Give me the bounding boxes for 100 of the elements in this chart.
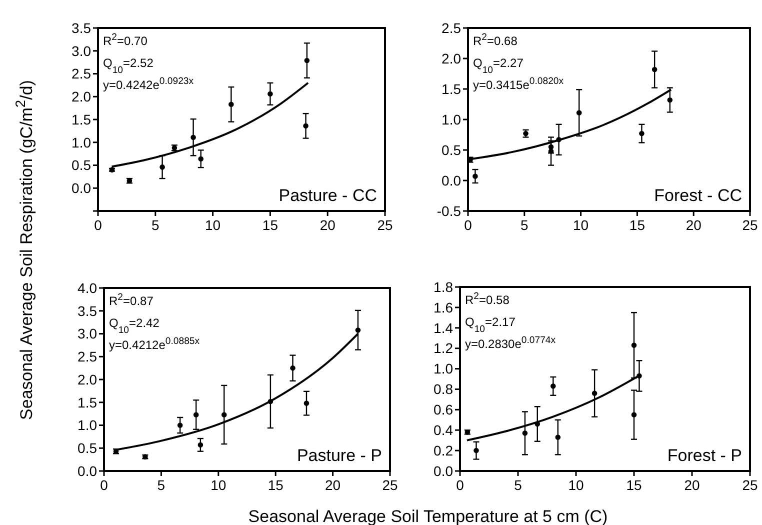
annotation: R$^{2}$=0.58 xyxy=(465,290,510,307)
x-tick-label: 20 xyxy=(320,217,336,233)
point xyxy=(198,442,204,448)
y-tick-label: 3.0 xyxy=(72,42,92,59)
x-tick-label: 10 xyxy=(205,217,221,233)
point xyxy=(228,102,234,108)
annotation: y=0.4212e$^{0.0885x}$ xyxy=(109,336,200,352)
y-tick-label: 3.0 xyxy=(78,326,98,342)
y-tick-label: 1.5 xyxy=(78,394,98,410)
y-tick-label: 2.5 xyxy=(442,20,462,36)
x-tick-label: 5 xyxy=(152,217,160,233)
point xyxy=(639,130,644,136)
x-tick-label: 20 xyxy=(684,477,700,493)
y-tick-label: 2.5 xyxy=(78,348,98,365)
x-tick-label: 0 xyxy=(464,217,472,233)
annotation: Forest - CC xyxy=(654,186,742,205)
y-tick-label: 1.0 xyxy=(442,111,462,128)
y-tick-label: 0.4 xyxy=(434,422,454,438)
y-tick-label: 0.5 xyxy=(72,157,92,174)
x-tick-label: 25 xyxy=(742,217,758,233)
y-tick-label: 1.4 xyxy=(434,320,454,336)
point xyxy=(555,434,561,440)
annotation: y=0.2830e$^{0.0774x}$ xyxy=(465,334,556,351)
y-tick-label: 2.5 xyxy=(72,66,92,82)
point xyxy=(268,91,273,97)
annotation: R$^{2}$=0.70 xyxy=(103,32,148,48)
y-tick-label: 0.6 xyxy=(434,402,454,418)
y-tick-label: 0.0 xyxy=(442,172,462,188)
y-tick-label: 0.0 xyxy=(78,462,98,479)
annotation: y=0.4242e$^{0.0923x}$ xyxy=(103,76,194,92)
point xyxy=(631,342,637,348)
y-tick-label: 1.5 xyxy=(72,111,92,128)
x-tick-label: 25 xyxy=(382,477,398,493)
annotation: R$^{2}$=0.68 xyxy=(473,32,518,48)
point xyxy=(550,384,556,389)
x-tick-label: 25 xyxy=(742,477,758,493)
x-tick-label: 10 xyxy=(573,217,589,233)
point xyxy=(304,58,310,64)
point xyxy=(193,412,199,418)
x-tick-label: 20 xyxy=(686,217,702,233)
point xyxy=(592,390,598,396)
x-tick-label: 20 xyxy=(325,477,341,493)
annotation: Q$_{10}$=2.17 xyxy=(465,315,516,334)
y-tick-label: 0.5 xyxy=(78,440,98,456)
y-tick-label: 3.5 xyxy=(72,20,92,36)
point xyxy=(304,400,310,406)
point xyxy=(474,448,479,454)
point xyxy=(472,174,478,179)
x-tick-label: 15 xyxy=(629,217,646,233)
annotation: Forest - P xyxy=(667,446,742,465)
y-tick-label: 1.5 xyxy=(442,80,462,97)
annotation: R$^{2}$=0.87 xyxy=(109,292,154,308)
point xyxy=(631,412,637,418)
y-tick-label: 3.5 xyxy=(78,302,98,319)
point xyxy=(198,156,204,162)
x-tick-label: 15 xyxy=(262,217,278,233)
y-tick-label: -0.5 xyxy=(436,202,462,219)
y-tick-label: 1.0 xyxy=(78,417,98,434)
point xyxy=(221,412,227,418)
y-tick-label: 2.0 xyxy=(72,88,92,105)
y-tick-label: 1.8 xyxy=(434,278,454,295)
y-tick-label: 2.0 xyxy=(442,50,462,66)
annotation: Q$_{10}$=2.27 xyxy=(473,56,524,76)
x-tick-label: 10 xyxy=(568,477,584,493)
x-tick-label: 25 xyxy=(377,217,393,233)
x-tick-label: 0 xyxy=(94,217,102,233)
x-tick-label: 5 xyxy=(157,477,166,493)
point xyxy=(667,97,673,103)
x-tick-label: 5 xyxy=(514,477,522,493)
annotation: Pasture - CC xyxy=(278,186,377,205)
point xyxy=(652,66,658,72)
annotation: y=0.3415e$^{0.0820x}$ xyxy=(473,76,564,92)
x-tick-label: 15 xyxy=(626,477,642,493)
x-tick-label: 10 xyxy=(210,477,226,493)
point xyxy=(355,327,361,333)
y-tick-label: 1.6 xyxy=(434,299,454,316)
point xyxy=(303,123,308,129)
annotation: Pasture - P xyxy=(296,446,382,465)
point xyxy=(160,164,165,170)
y-tick-label: 2.0 xyxy=(78,371,98,388)
point xyxy=(190,134,196,140)
annotation: Q$_{10}$=2.42 xyxy=(109,316,160,336)
y-tick-label: 0.2 xyxy=(434,442,454,458)
x-tick-label: 5 xyxy=(520,217,528,233)
y-tick-label: 4.0 xyxy=(78,280,98,296)
point xyxy=(576,110,582,116)
y-tick-label: 0.0 xyxy=(72,180,92,196)
point xyxy=(522,430,528,436)
x-tick-label: 0 xyxy=(100,477,108,493)
x-tick-label: 15 xyxy=(268,477,284,493)
point xyxy=(290,365,296,371)
x-tick-label: 0 xyxy=(456,477,464,493)
point xyxy=(177,422,183,428)
y-tick-label: 0.5 xyxy=(442,142,462,158)
y-tick-label: 1.2 xyxy=(434,340,454,356)
annotation: Q$_{10}$=2.52 xyxy=(103,56,154,76)
y-tick-label: 0.8 xyxy=(434,381,454,398)
y-tick-label: 1.0 xyxy=(434,360,454,377)
y-tick-label: 1.0 xyxy=(72,134,92,150)
y-tick-label: 0.0 xyxy=(434,462,454,479)
